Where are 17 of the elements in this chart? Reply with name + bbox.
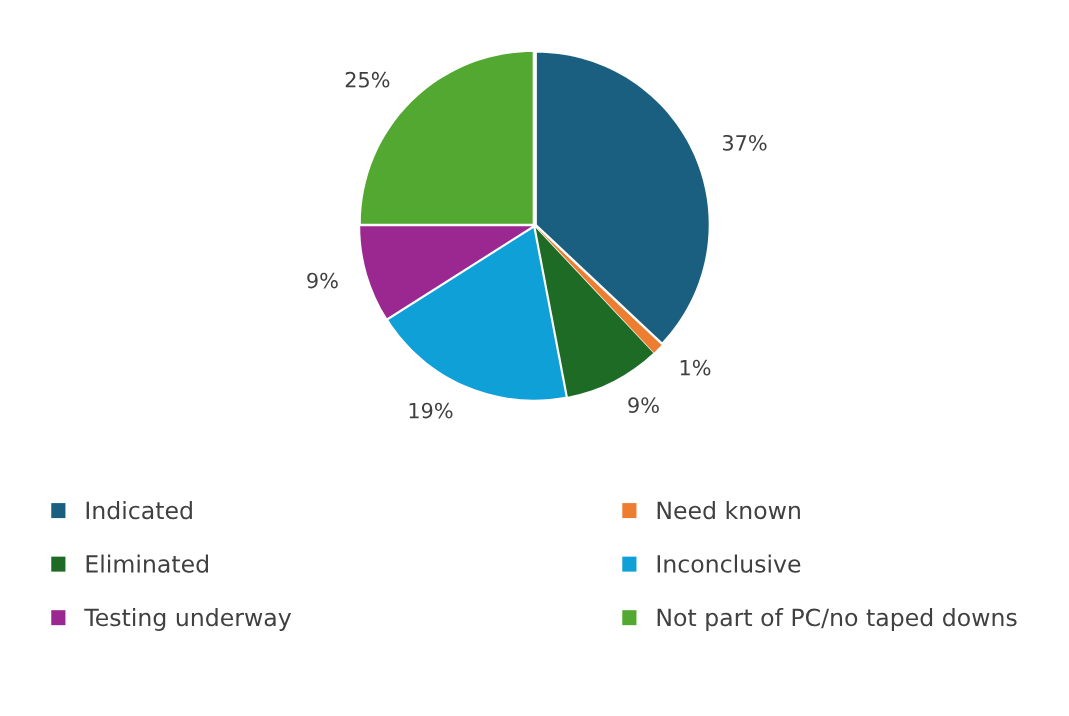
- data-label: 9%: [307, 272, 338, 289]
- data-label: 1%: [680, 359, 711, 376]
- legend-label: Indicated: [86, 500, 192, 520]
- data-label: 37%: [722, 134, 767, 151]
- data-label: 19%: [409, 402, 453, 419]
- legend-label: Testing underway: [84, 608, 292, 631]
- pie-slice: [388, 227, 566, 400]
- legend-label: Eliminated: [86, 554, 208, 573]
- legend-label: Inconclusive: [657, 554, 801, 573]
- data-label: 25%: [345, 71, 390, 88]
- legend-label: Not part of PC/no taped downs: [657, 608, 1017, 631]
- legend-label: Need known: [657, 500, 800, 520]
- pie-slice: [535, 227, 654, 397]
- pie-slice: [536, 52, 709, 343]
- data-label: 9%: [628, 397, 659, 414]
- pie-slice: [360, 226, 533, 319]
- pie-slice: [536, 227, 662, 353]
